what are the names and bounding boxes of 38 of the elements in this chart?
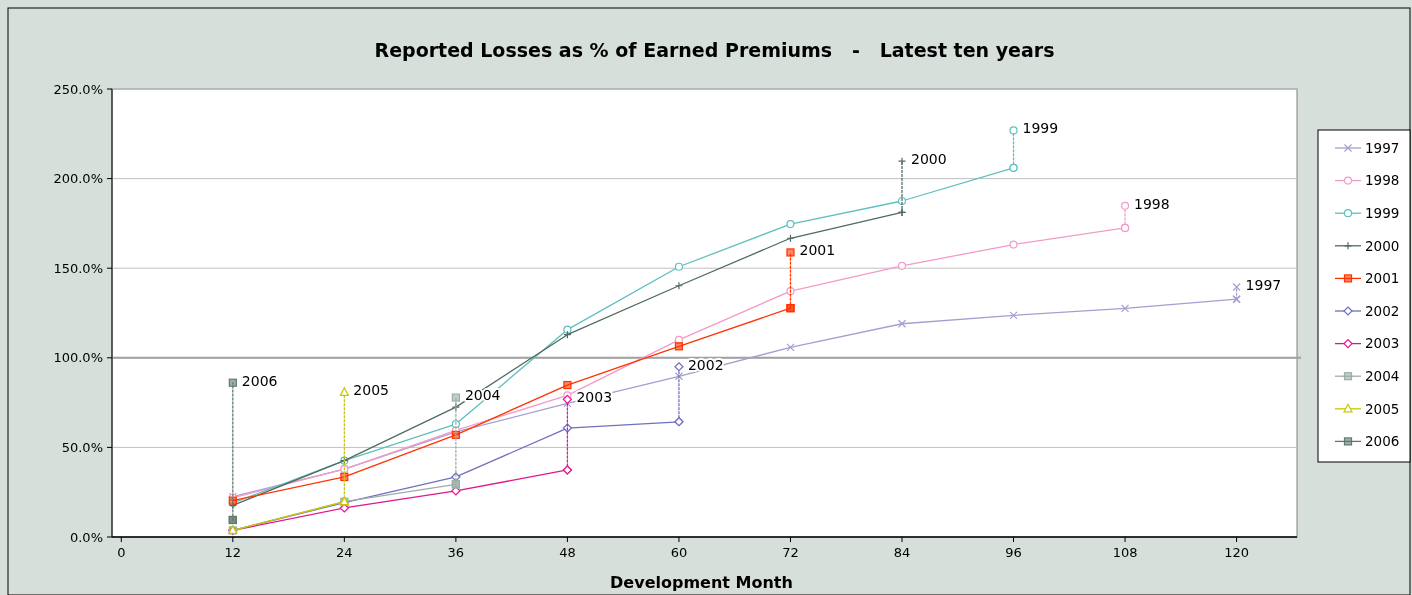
x-tick-label: 84 [893, 545, 911, 560]
legend-label: 1997 [1365, 139, 1400, 156]
annotation: 1997 [1245, 276, 1282, 293]
annotation: 2006 [241, 372, 278, 389]
legend-label: 2000 [1365, 237, 1400, 254]
chart-title: Reported Losses as % of Earned Premiums - Latest ten years [374, 39, 1055, 61]
y-tick-label: 100.0% [53, 350, 103, 366]
y-tick-label: 200.0% [53, 171, 103, 187]
y-tick-label: 0.0% [69, 529, 103, 545]
annotation: 2001 [799, 242, 836, 259]
x-tick-label: 36 [447, 545, 465, 560]
x-tick-label: 24 [336, 545, 353, 560]
legend-label: 1999 [1365, 204, 1400, 221]
legend-label: 2006 [1365, 433, 1400, 450]
annotation: 1999 [1022, 120, 1059, 137]
x-tick-label: 12 [224, 545, 242, 560]
x-tick-label: 72 [782, 545, 799, 560]
x-tick-label: 108 [1112, 545, 1138, 560]
x-tick-label: 96 [1005, 545, 1022, 560]
legend-label: 2005 [1365, 400, 1400, 417]
annotation: 2000 [911, 151, 947, 168]
x-tick-label: 60 [670, 545, 688, 560]
legend-label: 2002 [1365, 302, 1400, 319]
x-tick-label: 120 [1224, 545, 1249, 560]
y-tick-label: 50.0% [61, 439, 103, 455]
y-tick-label: 150.0% [53, 260, 103, 276]
x-tick-label: 48 [559, 545, 576, 560]
legend-label: 2004 [1365, 367, 1400, 384]
legend-label: 2001 [1365, 270, 1400, 287]
x-tick-label: 0 [117, 545, 126, 560]
legend-label: 1998 [1365, 172, 1400, 189]
annotation: 1998 [1134, 195, 1170, 212]
y-tick-label: 250.0% [53, 81, 103, 97]
x-axis-title: Development Month [610, 573, 793, 592]
annotation: 2002 [687, 356, 724, 373]
legend-label: 2003 [1365, 335, 1400, 352]
annotation: 2003 [576, 389, 613, 406]
annotation: 2005 [353, 382, 389, 399]
